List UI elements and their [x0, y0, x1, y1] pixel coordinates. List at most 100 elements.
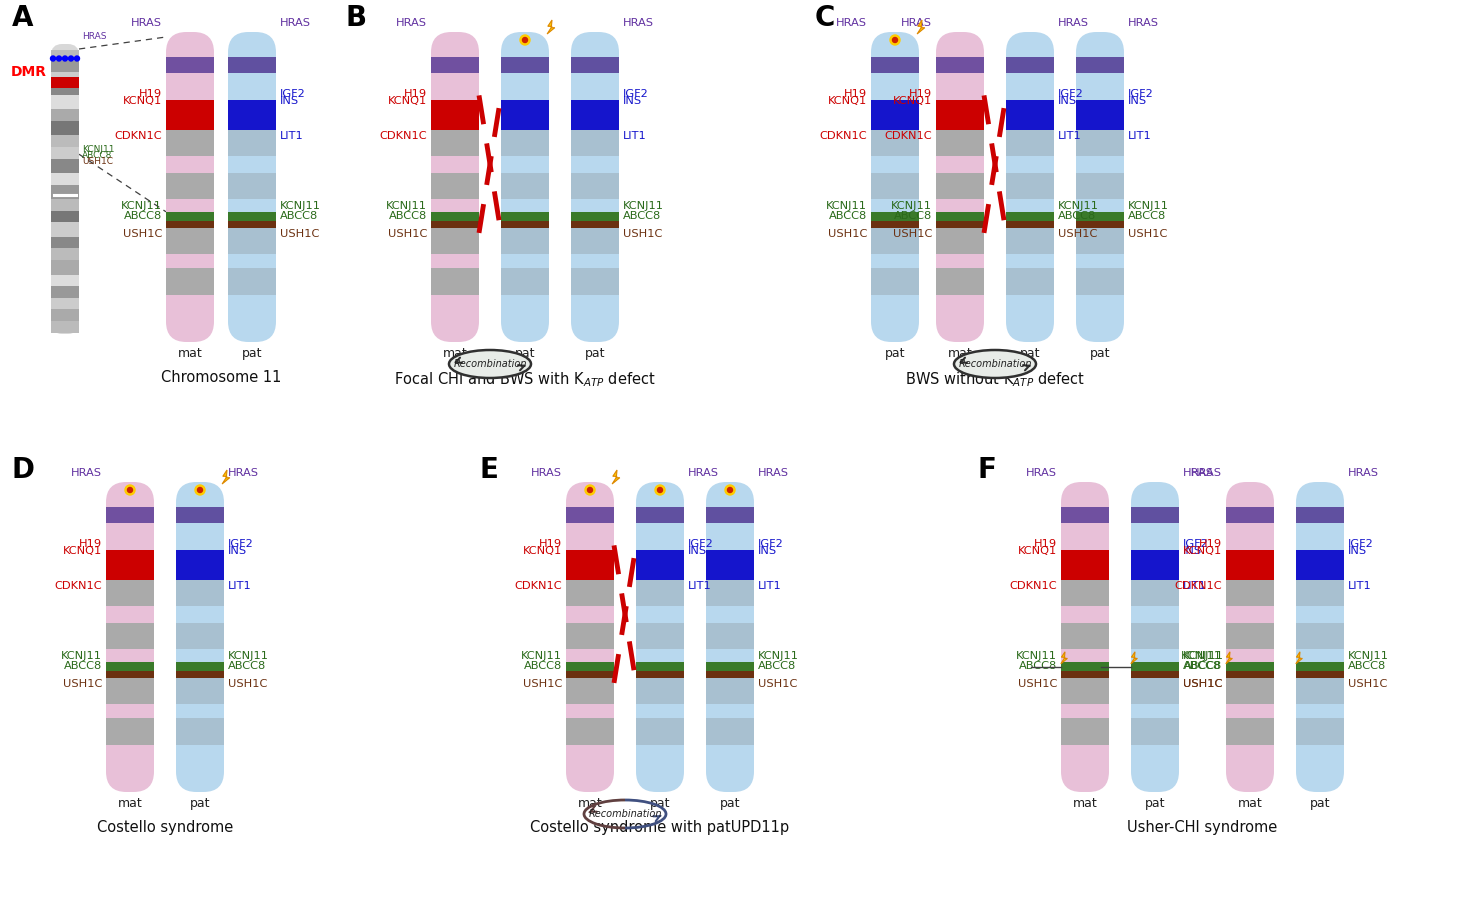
Bar	[1077, 173, 1124, 199]
Bar	[706, 650, 753, 662]
Circle shape	[657, 487, 663, 493]
Bar	[501, 101, 549, 130]
Text: C: C	[815, 4, 836, 32]
Bar	[1006, 173, 1055, 199]
Bar	[637, 671, 684, 678]
Bar	[572, 130, 619, 156]
Bar	[1060, 606, 1109, 623]
Bar	[936, 101, 984, 130]
Bar	[936, 130, 984, 156]
Bar	[431, 173, 479, 199]
Text: mat: mat	[948, 347, 972, 360]
Bar	[106, 606, 154, 623]
Bar	[52, 298, 78, 309]
Bar	[1006, 199, 1055, 212]
Text: KCNQ1: KCNQ1	[892, 96, 932, 106]
Text: BWS without K$_{ATP}$ defect: BWS without K$_{ATP}$ defect	[905, 370, 1086, 388]
Bar	[871, 199, 919, 212]
Text: HRAS: HRAS	[1058, 18, 1089, 28]
Text: USH1C: USH1C	[1128, 228, 1167, 239]
Bar	[566, 705, 614, 718]
Text: pat: pat	[585, 347, 606, 360]
Polygon shape	[1295, 652, 1303, 664]
Bar	[227, 130, 276, 156]
Bar	[936, 268, 984, 294]
Text: KCNJ11: KCNJ11	[1183, 651, 1224, 661]
Text: ABCC8: ABCC8	[1349, 662, 1387, 672]
Bar	[501, 254, 549, 268]
Text: mat: mat	[1072, 797, 1097, 810]
Bar	[1295, 650, 1344, 662]
Text: HRAS: HRAS	[1183, 468, 1214, 478]
Bar	[1226, 506, 1275, 523]
Bar	[501, 156, 549, 173]
Bar	[1131, 606, 1179, 623]
Bar	[572, 101, 619, 130]
Bar	[52, 211, 78, 222]
Text: INS: INS	[758, 547, 777, 557]
Text: Focal CHI and BWS with K$_{ATP}$ defect: Focal CHI and BWS with K$_{ATP}$ defect	[394, 370, 656, 388]
Bar	[165, 101, 214, 130]
Bar	[1006, 221, 1055, 228]
Text: USH1C: USH1C	[1183, 679, 1221, 689]
Text: H19: H19	[139, 90, 162, 100]
Bar	[706, 671, 753, 678]
Text: ABCC8: ABCC8	[227, 662, 266, 672]
Bar	[1060, 623, 1109, 650]
Polygon shape	[1226, 652, 1232, 664]
Bar	[566, 579, 614, 606]
Bar	[52, 260, 78, 274]
Bar	[52, 237, 78, 249]
Bar	[572, 221, 619, 228]
Bar	[52, 199, 78, 211]
Text: LIT1: LIT1	[623, 131, 647, 141]
FancyBboxPatch shape	[706, 482, 753, 792]
Bar	[52, 222, 78, 237]
Bar	[637, 579, 684, 606]
Bar	[1006, 101, 1055, 130]
Text: CDKN1C: CDKN1C	[885, 131, 932, 141]
Text: LIT1: LIT1	[1349, 580, 1372, 590]
Bar	[1077, 156, 1124, 173]
Bar	[1060, 579, 1109, 606]
Bar	[637, 506, 684, 523]
Bar	[165, 212, 214, 221]
Text: HRAS: HRAS	[131, 18, 162, 28]
Circle shape	[127, 487, 133, 493]
Bar	[52, 309, 78, 321]
Text: INS: INS	[1349, 547, 1368, 557]
Circle shape	[588, 487, 592, 493]
Bar	[176, 650, 225, 662]
Bar	[566, 671, 614, 678]
Circle shape	[585, 485, 595, 495]
Bar	[106, 579, 154, 606]
Circle shape	[654, 485, 665, 495]
Text: mat: mat	[578, 797, 603, 810]
Text: USH1C: USH1C	[281, 228, 319, 239]
Bar	[1295, 705, 1344, 718]
Bar	[1131, 506, 1179, 523]
Bar	[106, 506, 154, 523]
Bar	[1131, 579, 1179, 606]
Bar	[501, 57, 549, 73]
Text: CDKN1C: CDKN1C	[1174, 580, 1221, 590]
Text: KCNQ1: KCNQ1	[388, 96, 427, 106]
Bar	[52, 185, 78, 199]
Text: IGF2: IGF2	[1349, 539, 1374, 549]
Bar	[1131, 650, 1179, 662]
Bar	[936, 57, 984, 73]
Bar	[106, 623, 154, 650]
Bar	[227, 101, 276, 130]
Bar	[1226, 623, 1275, 650]
Text: KCNJ11: KCNJ11	[385, 201, 427, 211]
Bar	[501, 221, 549, 228]
Text: Chromosome 11: Chromosome 11	[161, 370, 281, 385]
Bar	[871, 101, 919, 130]
Bar	[165, 221, 214, 228]
Text: KCNJ11: KCNJ11	[61, 651, 102, 661]
Text: INS: INS	[688, 547, 707, 557]
Bar	[637, 650, 684, 662]
Text: H19: H19	[843, 90, 867, 100]
Text: ABCC8: ABCC8	[281, 211, 318, 221]
FancyBboxPatch shape	[1077, 32, 1124, 342]
